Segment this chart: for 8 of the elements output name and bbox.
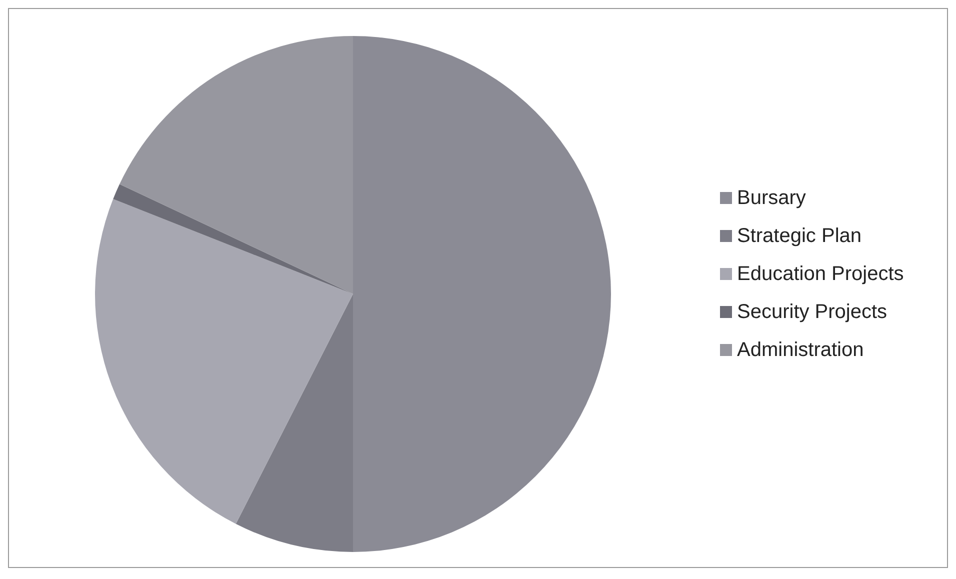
legend-label: Administration — [737, 339, 864, 361]
legend-label: Security Projects — [737, 301, 888, 323]
pie-slice — [95, 199, 353, 524]
legend-label: Strategic Plan — [737, 225, 862, 247]
pie-slice — [113, 184, 353, 294]
pie-slice — [236, 294, 353, 552]
legend-label: Education Projects — [737, 263, 904, 285]
legend-label: Bursary — [737, 187, 806, 209]
